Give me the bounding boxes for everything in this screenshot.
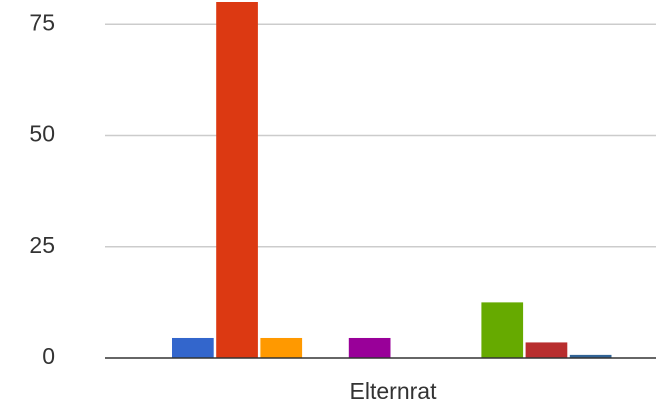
y-tick-label: 50 <box>29 121 55 147</box>
bar <box>216 2 258 358</box>
x-tick-label: Elternrat <box>350 378 438 404</box>
bar <box>172 337 214 358</box>
y-tick-label: 25 <box>29 232 55 258</box>
y-tick-label: 0 <box>42 343 55 369</box>
bar <box>481 302 524 358</box>
bar <box>260 337 303 358</box>
bar <box>525 342 568 358</box>
y-tick-label: 75 <box>29 9 55 35</box>
bar <box>569 354 612 358</box>
bar <box>348 337 391 358</box>
